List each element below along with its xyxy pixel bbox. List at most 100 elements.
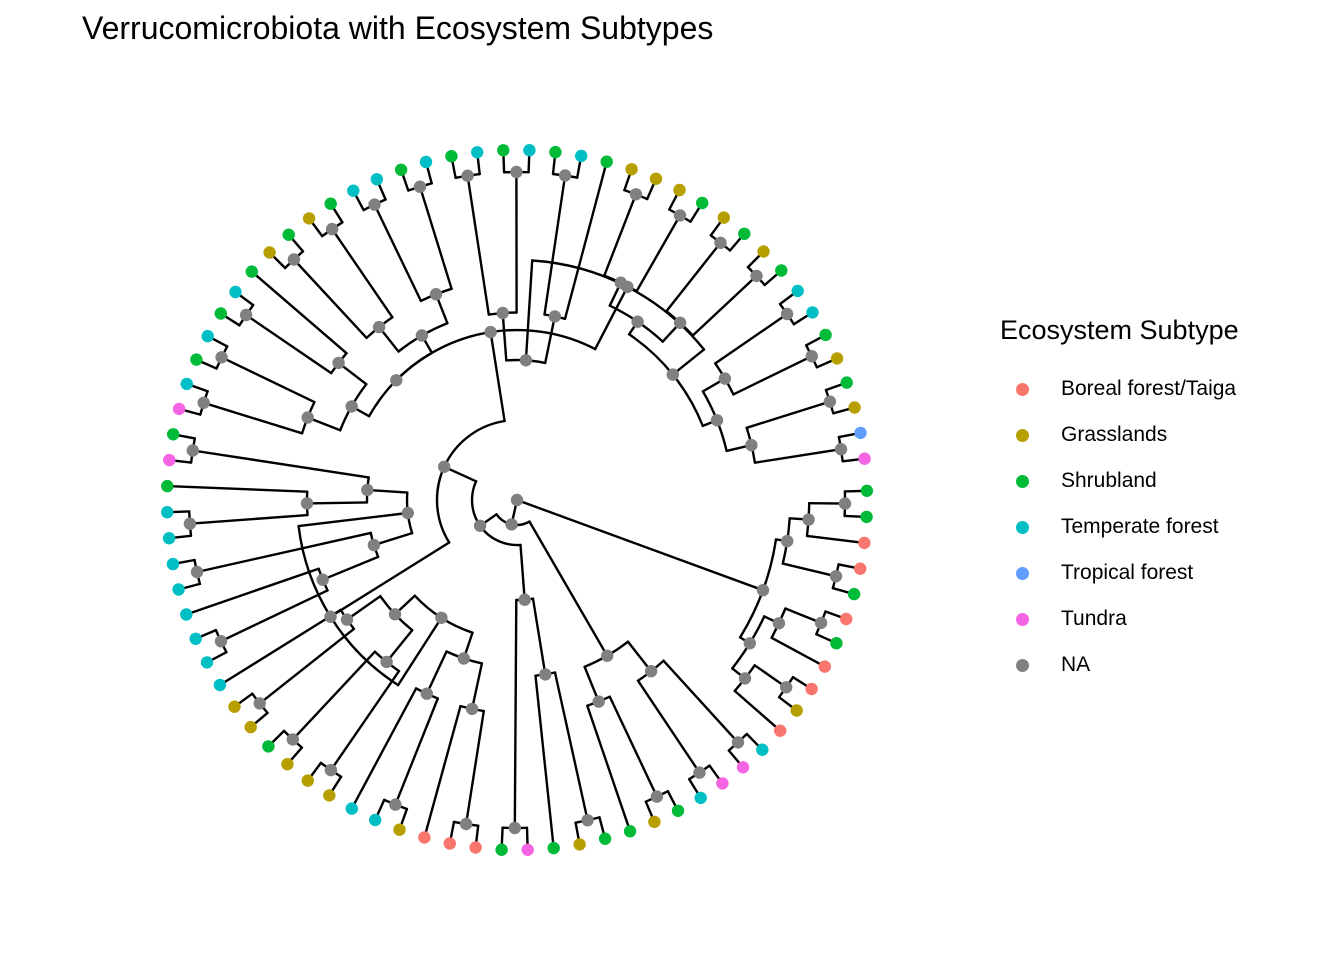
internal-node xyxy=(548,310,561,323)
internal-node xyxy=(415,329,429,342)
branch-radial xyxy=(218,608,342,687)
internal-node xyxy=(461,169,474,182)
legend-dot-icon xyxy=(1016,428,1029,442)
tip-node xyxy=(791,284,804,298)
branch-radial xyxy=(784,607,823,625)
tip-node xyxy=(228,700,241,713)
legend-dot-icon xyxy=(1016,474,1029,488)
internal-node xyxy=(756,584,770,597)
internal-node xyxy=(401,506,414,520)
branch-radial xyxy=(714,312,789,365)
tip-node xyxy=(172,402,186,416)
internal-node xyxy=(367,538,381,552)
tip-node xyxy=(189,632,202,645)
tip-node xyxy=(244,720,257,734)
tip-node xyxy=(623,825,637,838)
tip-node xyxy=(860,510,873,524)
internal-node xyxy=(714,236,727,249)
internal-node xyxy=(389,798,402,811)
internal-node xyxy=(666,368,679,381)
legend-item: Tundra xyxy=(1000,596,1239,642)
tip-node xyxy=(495,843,508,856)
tip-node xyxy=(301,774,314,787)
internal-node xyxy=(823,395,837,408)
internal-node xyxy=(505,518,518,531)
branch-radial xyxy=(524,259,534,362)
internal-node xyxy=(838,497,852,510)
tip-node xyxy=(830,352,844,365)
internal-node xyxy=(802,513,815,526)
internal-node xyxy=(518,593,531,606)
legend-label: NA xyxy=(1061,653,1091,676)
branch-arc xyxy=(435,419,506,544)
internal-node xyxy=(814,616,828,630)
branch-radial xyxy=(636,679,701,774)
tip-node xyxy=(858,536,871,550)
legend-label: Grasslands xyxy=(1061,423,1168,446)
tip-node xyxy=(830,637,843,650)
tip-node xyxy=(736,761,750,774)
internal-node xyxy=(581,814,594,827)
branch-radial xyxy=(423,704,462,839)
legend-dot-icon xyxy=(1016,658,1029,672)
legend-item: NA xyxy=(1000,642,1239,688)
tip-node xyxy=(213,678,227,692)
tip-node xyxy=(573,838,586,851)
internal-node xyxy=(496,306,509,320)
internal-node xyxy=(650,790,664,803)
branch-radial xyxy=(770,636,826,668)
tip-node xyxy=(418,831,431,844)
tip-node xyxy=(840,376,853,389)
tip-node xyxy=(854,426,867,440)
branch-radial xyxy=(519,543,526,601)
internal-node xyxy=(805,350,818,363)
branch-radial xyxy=(188,513,309,525)
tip-node xyxy=(738,227,751,240)
internal-node xyxy=(239,308,253,322)
tip-node xyxy=(282,228,295,241)
internal-node xyxy=(287,253,301,266)
tip-node xyxy=(717,211,730,224)
legend-item: Boreal forest/Taiga xyxy=(1000,366,1239,412)
tip-node xyxy=(167,428,180,441)
tip-node xyxy=(790,704,803,717)
branch-radial xyxy=(195,531,372,574)
branch-radial xyxy=(330,227,394,319)
internal-node xyxy=(780,307,794,321)
internal-node xyxy=(420,687,433,700)
internal-node xyxy=(510,493,524,507)
internal-node xyxy=(510,165,523,179)
tip-node xyxy=(671,804,685,817)
tip-node xyxy=(848,401,861,414)
tip-node xyxy=(598,832,612,845)
tip-node xyxy=(393,823,406,836)
internal-node xyxy=(673,209,687,222)
internal-node xyxy=(190,565,204,579)
internal-node xyxy=(644,665,658,678)
tip-node xyxy=(180,608,193,621)
branch-radial xyxy=(292,258,368,340)
branch-radial xyxy=(543,174,567,316)
internal-node xyxy=(457,652,470,665)
legend-dot-icon xyxy=(1016,612,1029,626)
tip-node xyxy=(847,587,861,601)
internal-node xyxy=(601,649,614,662)
internal-node xyxy=(388,608,402,621)
internal-node xyxy=(718,372,732,385)
branch-radial xyxy=(425,650,448,695)
internal-node xyxy=(631,315,644,328)
tip-node xyxy=(757,245,770,258)
legend-items: Boreal forest/Taiga Grasslands Shrubland Te… xyxy=(1000,366,1239,688)
legend-title: Ecosystem Subtype xyxy=(1000,315,1239,345)
tip-node xyxy=(302,212,316,225)
internal-node xyxy=(780,681,793,694)
tip-node xyxy=(840,612,853,626)
internal-node xyxy=(558,169,572,182)
internal-node xyxy=(829,570,843,583)
tip-node xyxy=(262,740,275,753)
internal-node xyxy=(390,374,403,387)
branch-radial xyxy=(372,531,414,547)
internal-node xyxy=(592,695,605,708)
legend-label: Shrubland xyxy=(1061,469,1157,492)
tip-node xyxy=(806,306,819,319)
